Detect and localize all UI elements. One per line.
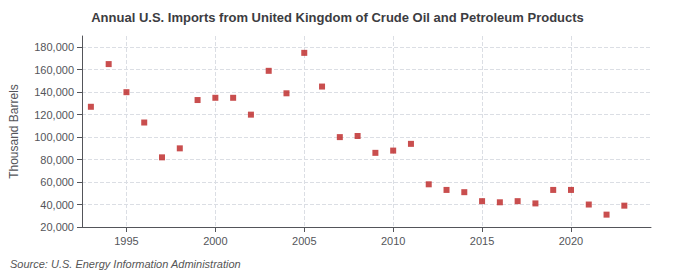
- svg-text:Thousand Barrels: Thousand Barrels: [7, 84, 21, 179]
- svg-text:2010: 2010: [381, 235, 405, 247]
- svg-text:Source: U.S. Energy Informatio: Source: U.S. Energy Information Administ…: [10, 258, 241, 270]
- svg-text:20,000: 20,000: [40, 221, 74, 233]
- svg-text:2015: 2015: [470, 235, 494, 247]
- svg-text:80,000: 80,000: [40, 154, 74, 166]
- svg-text:1995: 1995: [114, 235, 138, 247]
- svg-text:180,000: 180,000: [34, 41, 74, 53]
- svg-text:40,000: 40,000: [40, 199, 74, 211]
- svg-text:2020: 2020: [559, 235, 583, 247]
- svg-text:2000: 2000: [203, 235, 227, 247]
- svg-text:2005: 2005: [292, 235, 316, 247]
- svg-text:60,000: 60,000: [40, 176, 74, 188]
- svg-text:140,000: 140,000: [34, 86, 74, 98]
- svg-text:120,000: 120,000: [34, 109, 74, 121]
- svg-text:100,000: 100,000: [34, 131, 74, 143]
- svg-text:Annual U.S. Imports from Unite: Annual U.S. Imports from United Kingdom …: [91, 10, 584, 25]
- svg-text:160,000: 160,000: [34, 64, 74, 76]
